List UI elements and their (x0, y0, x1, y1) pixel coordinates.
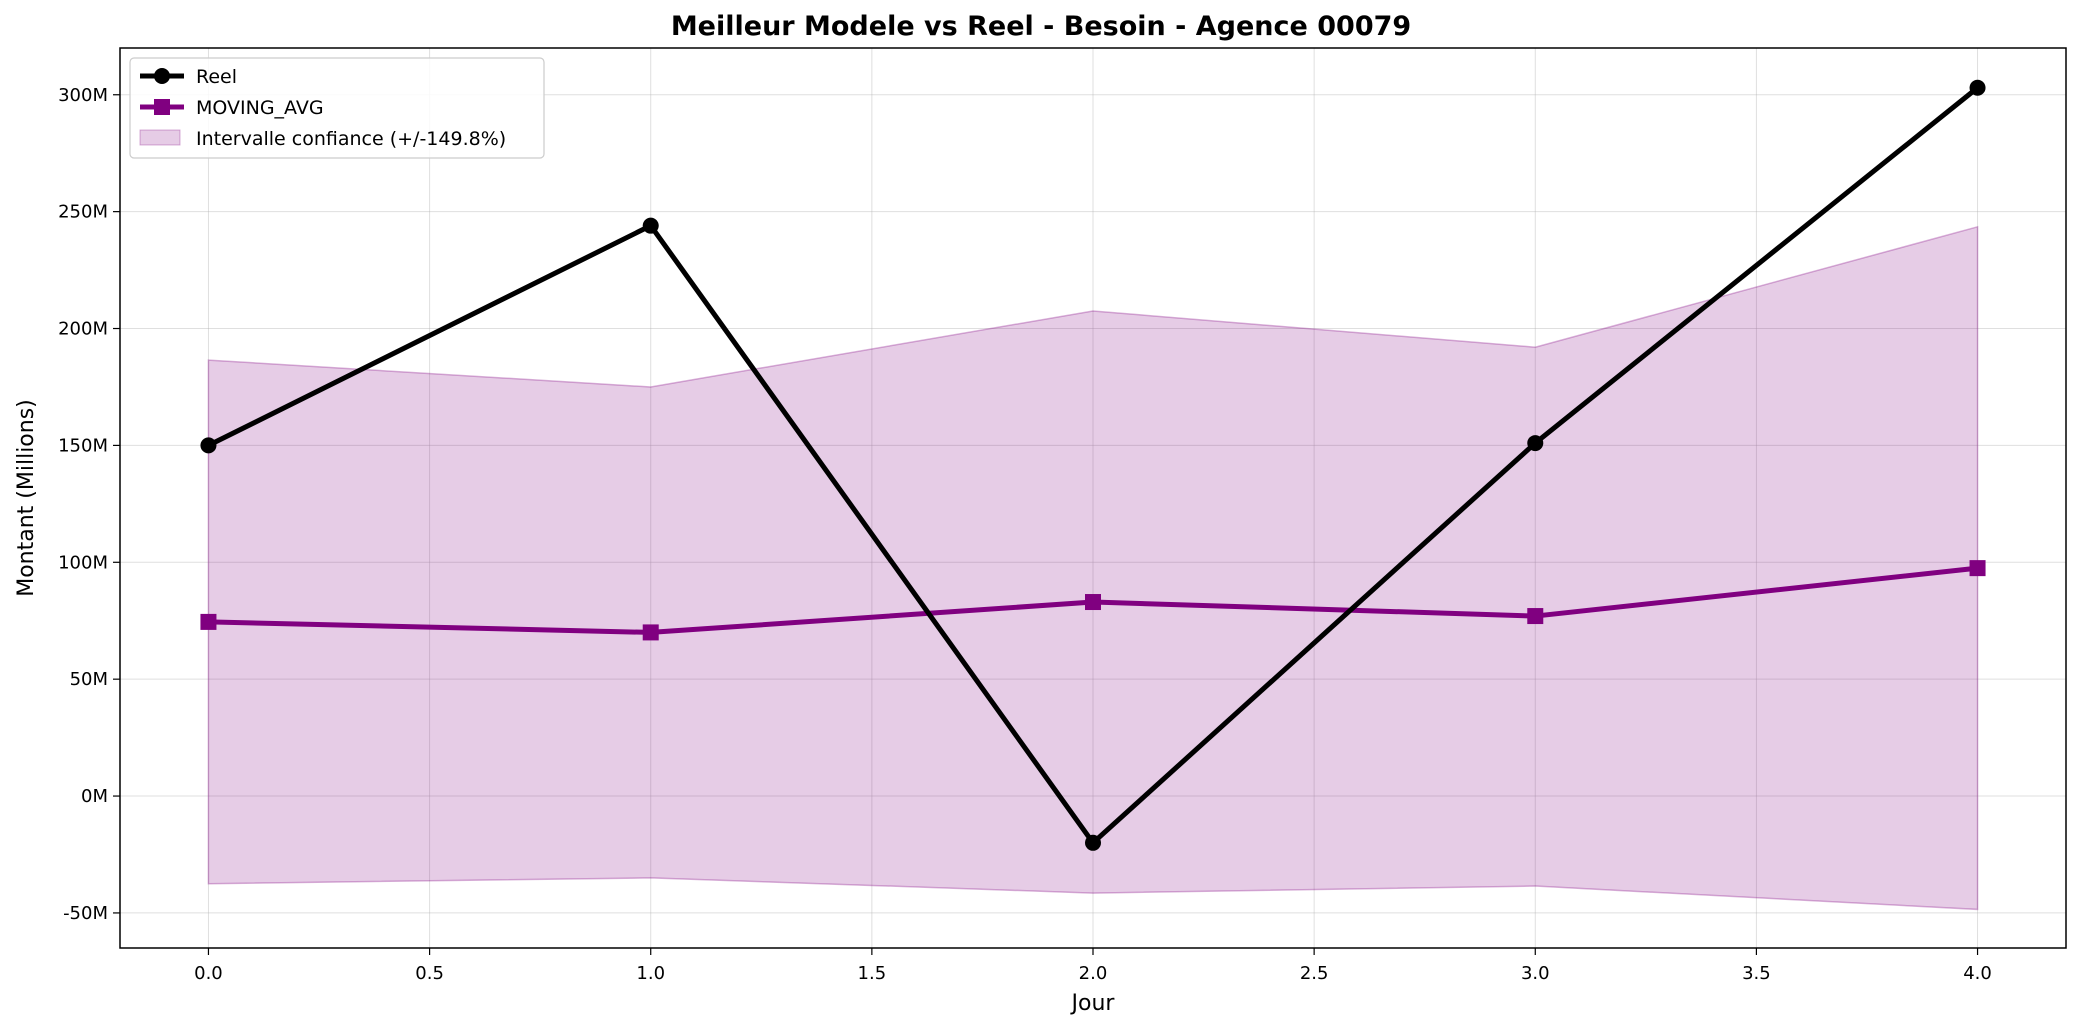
data-point-moving-avg (642, 624, 659, 641)
data-point-moving-avg (1969, 560, 1986, 577)
grid (120, 48, 2066, 948)
legend-label-band: Intervalle confiance (+/-149.8%) (196, 128, 506, 150)
y-tick-label: 100M (58, 552, 108, 573)
y-tick-label: 50M (70, 669, 108, 690)
legend-label-reel: Reel (196, 66, 237, 88)
y-tick-label: 300M (58, 85, 108, 106)
x-tick-label: 2.5 (1300, 963, 1329, 984)
x-tick-label: 3.5 (1742, 963, 1771, 984)
y-axis-label: Montant (Millions) (14, 399, 39, 597)
y-tick-label: 200M (58, 319, 108, 340)
data-point-moving-avg (1527, 608, 1544, 625)
y-tick-label: 150M (58, 435, 108, 456)
y-tick-label: -50M (63, 903, 108, 924)
data-point-moving-avg (1085, 594, 1101, 611)
legend-swatch-band (139, 129, 181, 146)
legend-marker-moving-avg (154, 99, 170, 115)
x-tick-label: 2.0 (1079, 963, 1108, 984)
y-axis: -50M 0M 50M 100M 150M 200M 250M 300M (58, 85, 120, 924)
legend: Reel MOVING_AVG Intervalle confiance (+/… (129, 57, 545, 159)
data-point-reel (200, 437, 217, 454)
data-point-reel (1527, 435, 1544, 452)
x-tick-label: 0.0 (194, 963, 223, 984)
series-layer (200, 79, 1986, 851)
chart-title: Meilleur Modele vs Reel - Besoin - Agenc… (671, 11, 1411, 42)
data-point-moving-avg (200, 613, 217, 630)
legend-label-moving-avg: MOVING_AVG (196, 97, 324, 119)
confidence-band (207, 225, 1979, 911)
data-point-reel (642, 217, 659, 234)
confidence-band-layer (207, 225, 1979, 911)
x-tick-label: 4.0 (1963, 963, 1992, 984)
x-axis: 0.0 0.5 1.0 1.5 2.0 2.5 3.0 3.5 4.0 (194, 948, 1992, 984)
y-tick-label: 0M (81, 786, 108, 807)
x-tick-label: 1.5 (858, 963, 887, 984)
data-point-reel (1085, 834, 1101, 851)
legend-marker-reel (154, 68, 170, 84)
x-axis-label: Jour (1070, 991, 1116, 1016)
x-tick-label: 0.5 (415, 963, 444, 984)
x-tick-label: 3.0 (1521, 963, 1550, 984)
legend-box (129, 57, 545, 159)
data-point-reel (1969, 79, 1986, 96)
y-tick-label: 250M (58, 202, 108, 223)
x-tick-label: 1.0 (636, 963, 665, 984)
